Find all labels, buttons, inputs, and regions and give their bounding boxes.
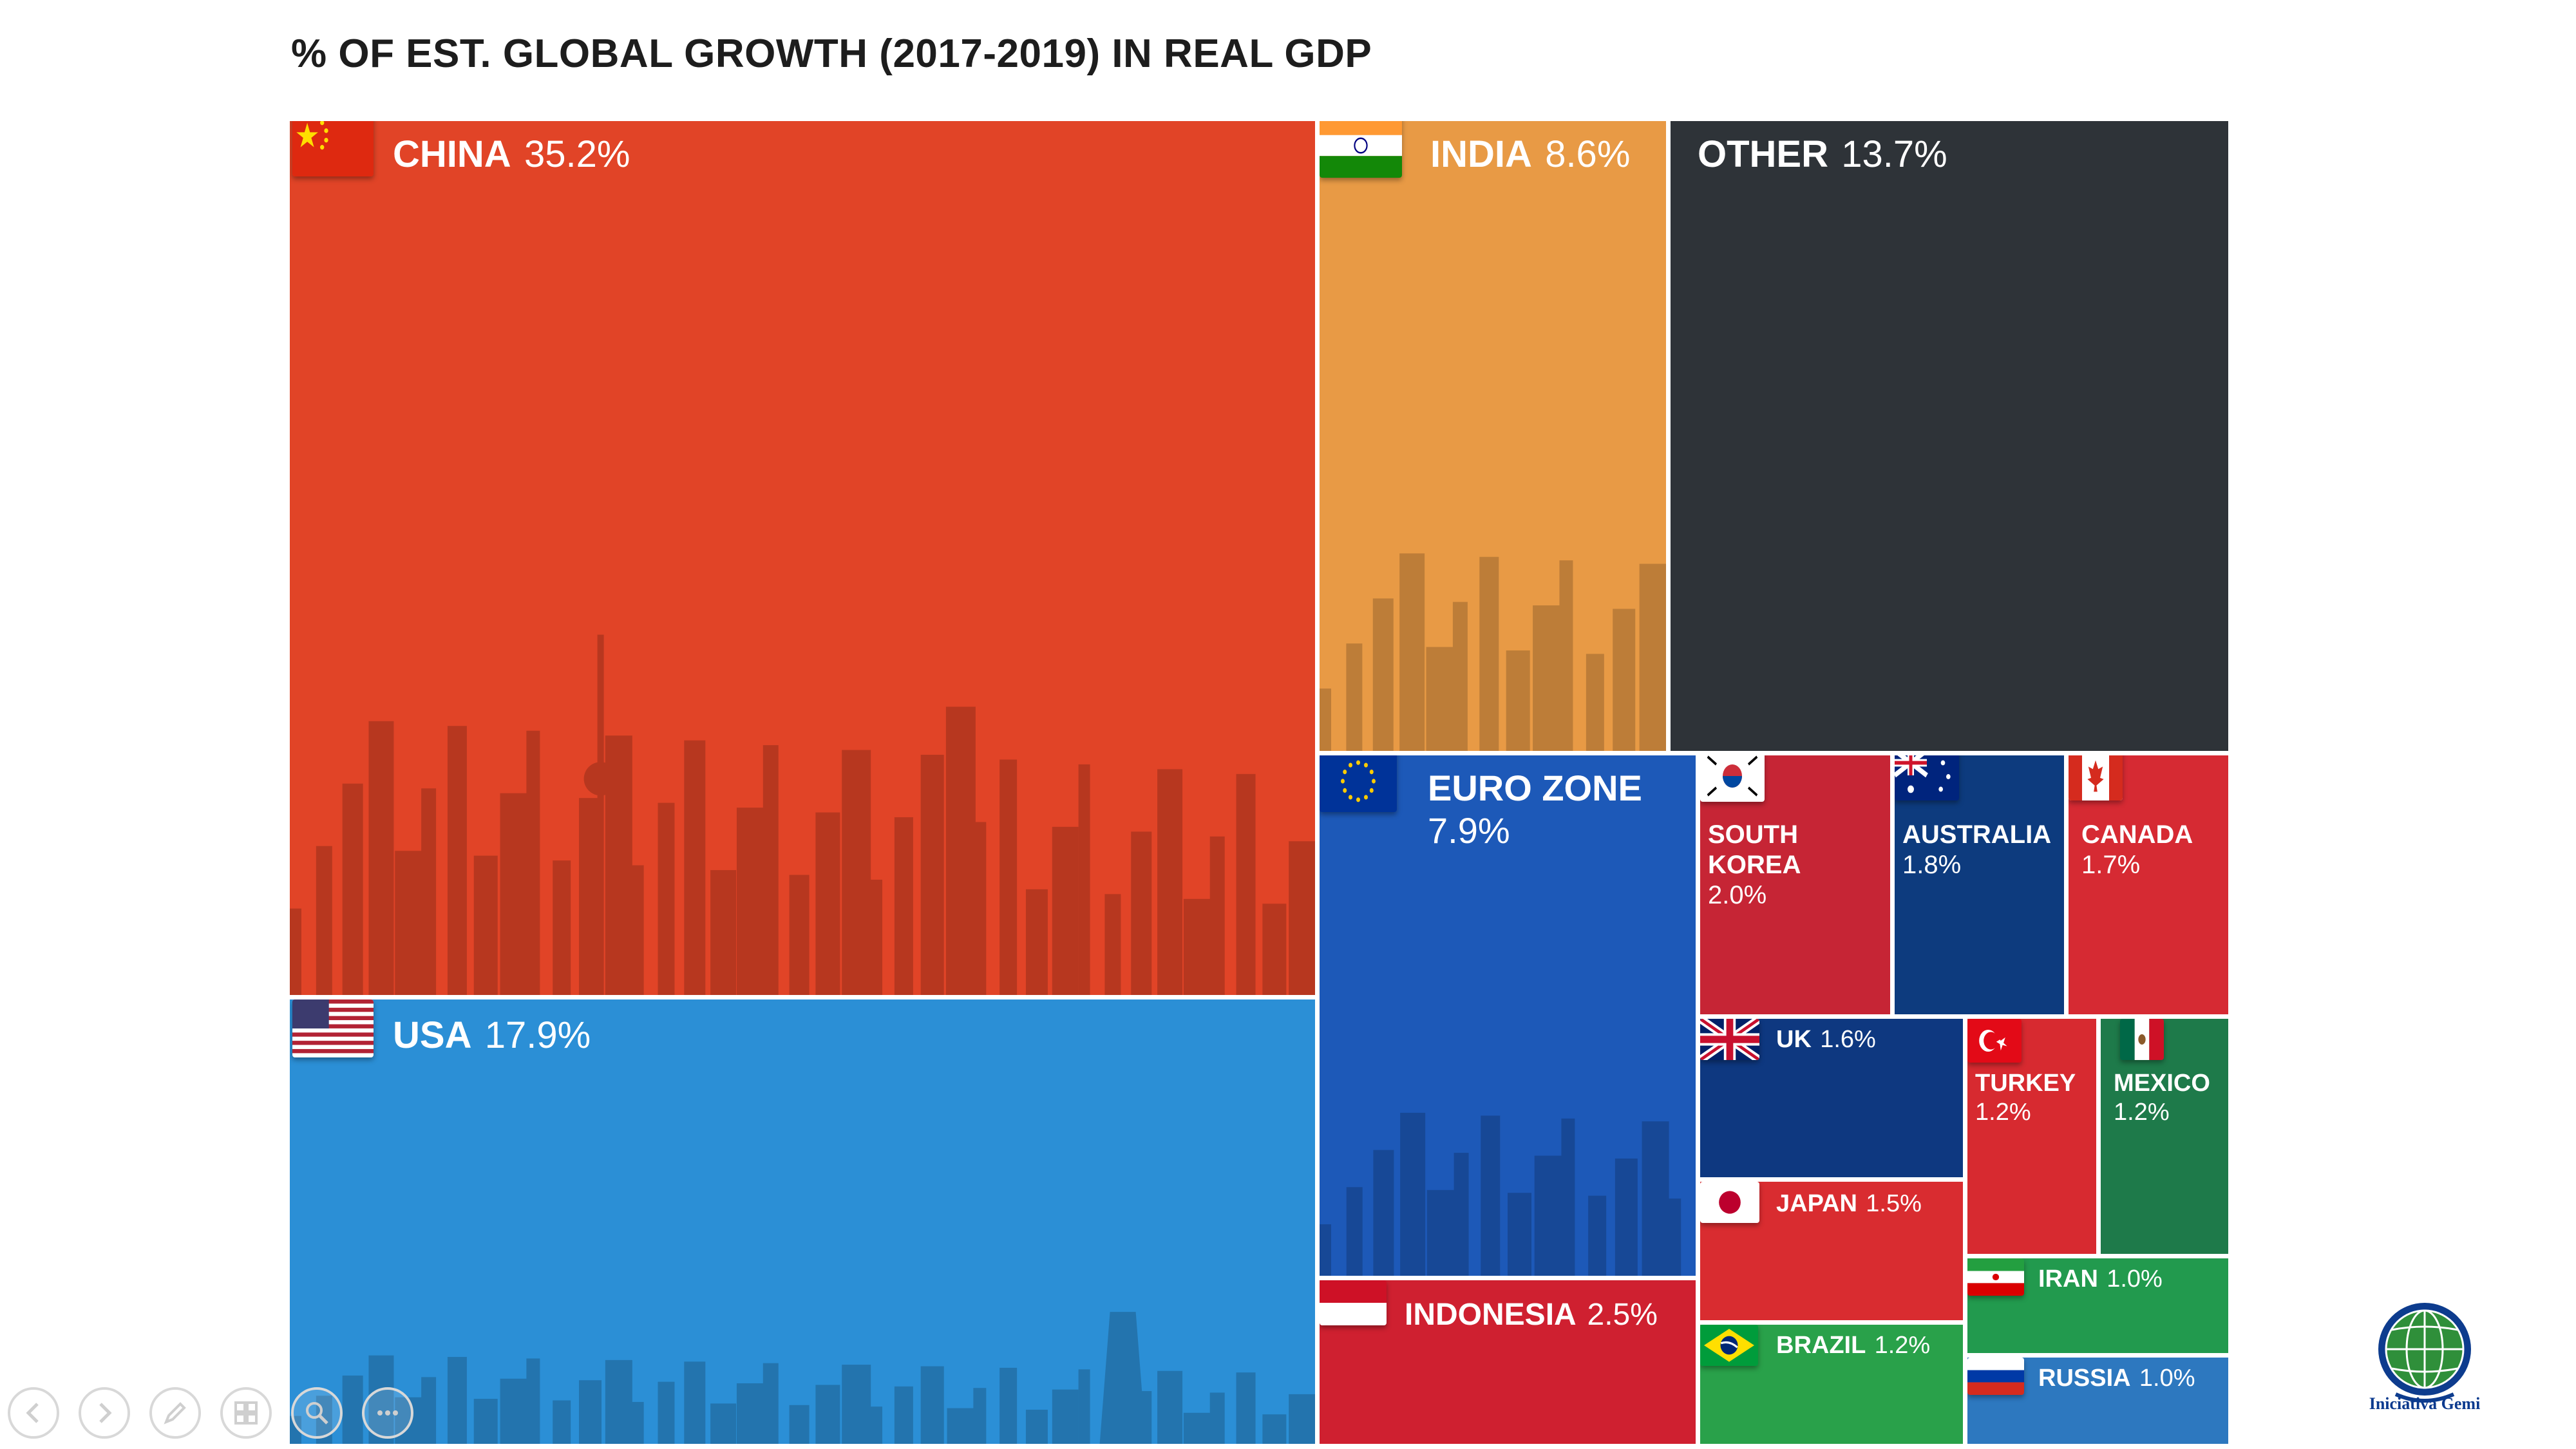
treemap-tile-mexico: MEXICO 1.2% [2101, 1019, 2228, 1254]
tile-value: 13.7% [1841, 133, 1947, 175]
tile-label-other: OTHER 13.7% [1698, 133, 1947, 176]
mexico-flag-icon [2120, 1019, 2164, 1060]
tile-value: 35.2% [524, 133, 630, 175]
tile-value: 1.0% [2107, 1265, 2163, 1293]
tile-label-euro: EURO ZONE 7.9% [1428, 767, 1642, 852]
treemap-tile-usa: USA 17.9% [290, 999, 1315, 1444]
tile-label-uk: UK 1.6% [1776, 1025, 1876, 1054]
previous-slide-button[interactable] [8, 1387, 59, 1439]
city-skyline-image [1320, 404, 1666, 751]
tile-name: CANADA [2081, 820, 2193, 849]
tile-name: RUSSIA [2038, 1365, 2131, 1392]
tile-name: EURO ZONE [1428, 768, 1642, 808]
tile-label-iran: IRAN 1.0% [2038, 1265, 2163, 1294]
tile-value: 8.6% [1545, 133, 1631, 175]
tile-value: 2.5% [1587, 1298, 1658, 1332]
tile-label-india: INDIA 8.6% [1430, 133, 1630, 176]
tile-value: 1.2% [1874, 1332, 1931, 1359]
treemap-tile-indonesia: INDONESIA 2.5% [1320, 1280, 1696, 1444]
tile-value: 1.2% [1975, 1098, 2031, 1126]
tile-name: USA [393, 1014, 472, 1056]
indonesia-flag-icon [1320, 1280, 1387, 1325]
city-skyline-image [290, 515, 1315, 995]
tile-label-mexico: MEXICO 1.2% [2114, 1069, 2210, 1127]
chevron-right-icon [99, 1403, 112, 1423]
grid-icon [234, 1401, 258, 1425]
tile-name: INDONESIA [1405, 1298, 1577, 1332]
russia-flag-icon [1967, 1358, 2024, 1395]
canada-flag-icon [2069, 755, 2123, 800]
treemap-tile-brazil: BRAZIL 1.2% [1700, 1325, 1963, 1444]
tile-label-brazil: BRAZIL 1.2% [1776, 1331, 1930, 1360]
tile-name: UK [1776, 1026, 1812, 1053]
tile-label-usa: USA 17.9% [393, 1014, 591, 1057]
globe-logo-icon [2378, 1303, 2471, 1403]
treemap-tile-euro: EURO ZONE 7.9% [1320, 755, 1696, 1276]
next-slide-button[interactable] [79, 1387, 130, 1439]
tile-name-line: SOUTH [1708, 820, 1798, 849]
ellipsis-icon [377, 1410, 398, 1416]
eu-flag-icon [1320, 755, 1397, 812]
turkey-flag-icon [1967, 1019, 2022, 1063]
brazil-flag-icon [1700, 1325, 1758, 1366]
treemap-tile-uk: UK 1.6% [1700, 1019, 1963, 1177]
tile-label-australia: AUSTRALIA 1.8% [1902, 820, 2051, 880]
uk-flag-icon [1700, 1019, 1759, 1060]
tile-value: 1.6% [1820, 1026, 1876, 1053]
tile-name: JAPAN [1776, 1190, 1857, 1217]
australia-flag-icon [1895, 755, 1959, 800]
chevron-left-icon [26, 1403, 39, 1423]
iran-flag-icon [1967, 1258, 2024, 1296]
india-flag-icon [1320, 121, 1402, 178]
tile-name: IRAN [2038, 1265, 2098, 1293]
tile-label-china: CHINA 35.2% [393, 133, 630, 176]
treemap-tile-iran: IRAN 1.0% [1967, 1258, 2228, 1353]
pen-icon [164, 1402, 186, 1425]
tile-value: 2.0% [1708, 881, 1767, 910]
tile-name: MEXICO [2114, 1070, 2210, 1097]
south-korea-flag-icon [1700, 755, 1765, 802]
tile-name: BRAZIL [1776, 1332, 1866, 1359]
tile-name: CHINA [393, 133, 511, 175]
treemap-tile-other: OTHER 13.7% [1671, 121, 2228, 751]
tile-value: 7.9% [1428, 810, 1510, 851]
city-skyline-image [290, 1289, 1315, 1444]
tile-label-russia: RUSSIA 1.0% [2038, 1364, 2195, 1393]
tile-name: AUSTRALIA [1902, 820, 2052, 849]
tile-value: 1.2% [2114, 1098, 2170, 1126]
tile-value: 1.8% [1902, 851, 1962, 880]
tile-value: 1.0% [2139, 1365, 2195, 1392]
tile-label-canada: CANADA 1.7% [2081, 820, 2193, 880]
pen-tool-button[interactable] [149, 1387, 201, 1439]
more-options-button[interactable] [362, 1387, 413, 1439]
treemap-tile-india: INDIA 8.6% [1320, 121, 1666, 751]
zoom-button[interactable] [291, 1387, 343, 1439]
japan-flag-icon [1700, 1182, 1759, 1223]
tile-name: TURKEY [1975, 1070, 2076, 1097]
treemap-tile-china: CHINA 35.2% [290, 121, 1315, 995]
tile-value: 1.5% [1866, 1190, 1922, 1217]
usa-flag-icon [292, 999, 374, 1057]
slides-grid-button[interactable] [220, 1387, 272, 1439]
tile-name-line: KOREA [1708, 851, 1801, 880]
magnifier-icon [306, 1402, 328, 1425]
treemap-tile-turkey: TURKEY 1.2% [1967, 1019, 2096, 1254]
tile-label-japan: JAPAN 1.5% [1776, 1189, 1922, 1218]
tile-name: INDIA [1430, 133, 1532, 175]
tile-value: 1.7% [2081, 851, 2141, 880]
tile-label-indonesia: INDONESIA 2.5% [1405, 1297, 1658, 1334]
tile-name: OTHER [1698, 133, 1828, 175]
treemap-tile-canada: CANADA 1.7% [2069, 755, 2228, 1014]
logo-text: Iniciativa Gemi [2369, 1394, 2481, 1413]
china-flag-icon [292, 121, 374, 176]
treemap-tile-russia: RUSSIA 1.0% [1967, 1358, 2228, 1444]
tile-value: 17.9% [484, 1014, 591, 1056]
city-skyline-image [1320, 990, 1696, 1276]
tile-label-skorea: SOUTH KOREA 2.0% [1708, 820, 1801, 911]
treemap-tile-skorea: SOUTH KOREA 2.0% [1700, 755, 1890, 1014]
chart-title: % OF EST. GLOBAL GROWTH (2017-2019) IN R… [291, 32, 1372, 76]
treemap-tile-australia: AUSTRALIA 1.8% [1895, 755, 2064, 1014]
treemap-tile-japan: JAPAN 1.5% [1700, 1182, 1963, 1320]
tile-label-turkey: TURKEY 1.2% [1975, 1069, 2076, 1127]
